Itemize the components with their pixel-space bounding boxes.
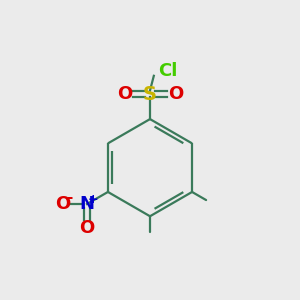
Text: N: N (80, 195, 94, 213)
Text: Cl: Cl (158, 62, 177, 80)
Text: +: + (88, 193, 98, 206)
Text: O: O (117, 85, 132, 103)
Text: S: S (143, 85, 157, 104)
Text: O: O (55, 195, 70, 213)
Text: O: O (168, 85, 183, 103)
Text: O: O (80, 219, 94, 237)
Text: -: - (66, 190, 72, 205)
